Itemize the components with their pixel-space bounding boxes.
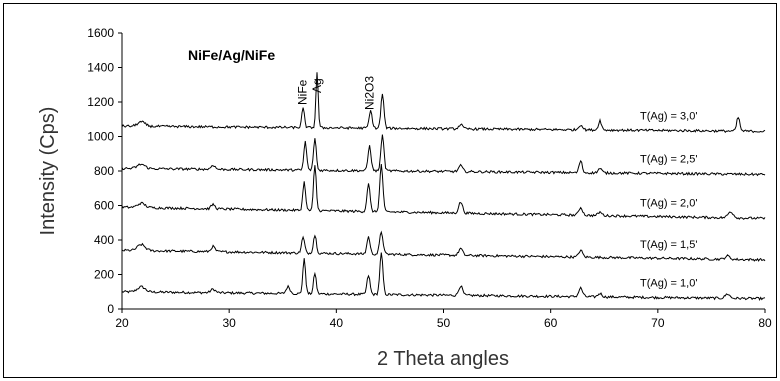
x-axis-title: 2 Theta angles bbox=[377, 348, 509, 370]
x-tick-label: 40 bbox=[330, 316, 344, 330]
y-tick-label: 1200 bbox=[87, 95, 114, 109]
chart-frame bbox=[3, 3, 777, 378]
x-ticks: 20 30 40 50 60 70 80 bbox=[115, 309, 772, 330]
x-tick-label: 30 bbox=[222, 316, 236, 330]
series-line bbox=[121, 164, 766, 220]
series-label: T(Ag) = 1,0' bbox=[640, 278, 697, 290]
y-tick-label: 600 bbox=[94, 199, 114, 213]
x-tick-label: 20 bbox=[115, 316, 129, 330]
series-label: T(Ag) = 1,5' bbox=[640, 239, 697, 251]
series-label: T(Ag) = 2,5' bbox=[640, 153, 697, 165]
series-lines bbox=[121, 72, 766, 301]
peak-label: Ni2O3 bbox=[363, 76, 377, 110]
y-tick-label: 1400 bbox=[87, 61, 114, 75]
peak-labels: NiFe Ag Ni2O3 bbox=[296, 76, 377, 110]
y-tick-label: 200 bbox=[94, 268, 114, 282]
y-tick-label: 1600 bbox=[87, 26, 114, 40]
chart-title: NiFe/Ag/NiFe bbox=[188, 47, 275, 63]
peak-label: NiFe bbox=[296, 79, 310, 105]
x-tick-label: 80 bbox=[758, 316, 772, 330]
series-line bbox=[121, 72, 766, 134]
series-line bbox=[121, 230, 766, 262]
y-tick-label: 0 bbox=[107, 302, 114, 316]
series-line bbox=[121, 134, 766, 177]
y-tick-label: 1000 bbox=[87, 130, 114, 144]
x-tick-label: 70 bbox=[651, 316, 665, 330]
y-axis-title: Intensity (Cps) bbox=[37, 107, 59, 236]
y-tick-label: 800 bbox=[94, 164, 114, 178]
x-tick-label: 50 bbox=[437, 316, 451, 330]
series-label: T(Ag) = 2,0' bbox=[640, 197, 697, 209]
series-label: T(Ag) = 3,0' bbox=[640, 110, 697, 122]
series-labels: T(Ag) = 1,0' T(Ag) = 1,5' T(Ag) = 2,0' T(Ag… bbox=[640, 110, 697, 289]
x-tick-label: 60 bbox=[544, 316, 558, 330]
peak-label: Ag bbox=[310, 78, 324, 93]
series-line bbox=[121, 252, 766, 301]
y-ticks: 0 200 400 600 800 1000 1200 1400 1600 bbox=[87, 26, 122, 316]
y-tick-label: 400 bbox=[94, 233, 114, 247]
